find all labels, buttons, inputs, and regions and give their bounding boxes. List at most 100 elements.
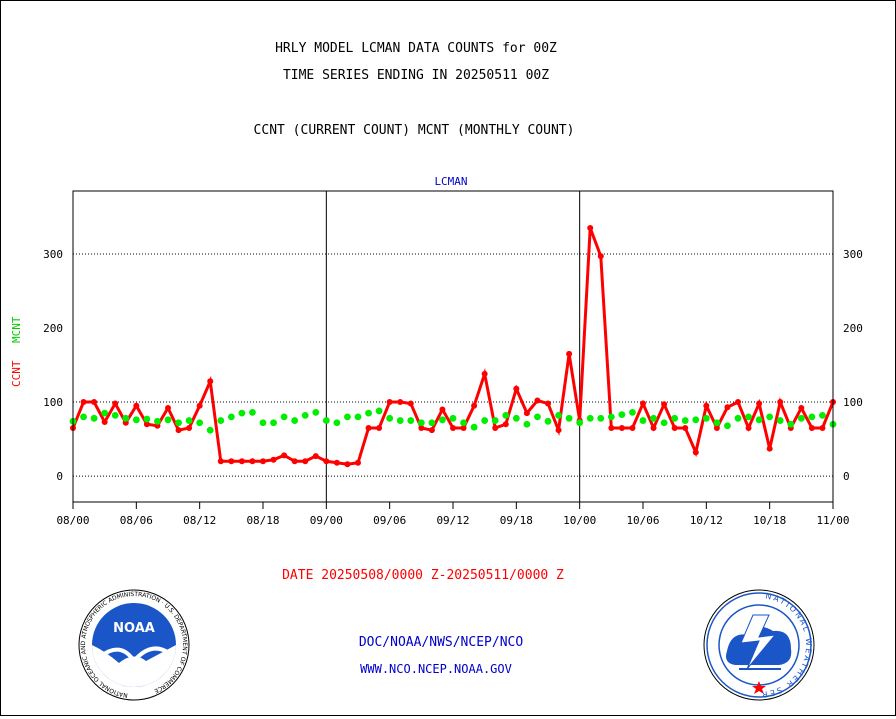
mcnt-point <box>111 411 119 419</box>
mcnt-point <box>259 419 267 427</box>
ccnt-point <box>492 424 499 431</box>
mcnt-point <box>565 414 573 422</box>
mcnt-point <box>460 419 467 427</box>
mcnt-point <box>512 414 520 422</box>
mcnt-point <box>819 411 826 419</box>
mcnt-point <box>196 419 204 427</box>
mcnt-point <box>312 409 320 416</box>
y-tick-label-right: 300 <box>843 248 863 261</box>
mcnt-point <box>344 413 351 421</box>
mcnt-point <box>365 409 372 417</box>
ccnt-point <box>523 410 530 417</box>
mcnt-point <box>555 411 562 419</box>
star-icon <box>752 681 766 694</box>
mcnt-point <box>502 411 510 419</box>
ccnt-point <box>333 459 340 466</box>
ccnt-point <box>692 449 699 456</box>
x-tick-label: 08/18 <box>246 514 279 527</box>
ccnt-point <box>175 427 182 434</box>
mcnt-point <box>122 414 130 422</box>
ccnt-point <box>238 458 245 465</box>
mcnt-series <box>69 407 837 434</box>
mcnt-point <box>607 413 615 421</box>
url-line: WWW.NCO.NCEP.NOAA.GOV <box>360 662 512 676</box>
ccnt-point <box>186 424 193 431</box>
ccnt-point <box>376 424 383 431</box>
mcnt-point <box>650 414 657 422</box>
mcnt-point <box>481 417 489 424</box>
x-tick-label: 11/00 <box>816 514 849 527</box>
mcnt-point <box>132 416 140 424</box>
date-range: DATE 20250508/0000 Z-20250511/0000 Z <box>282 568 564 583</box>
ccnt-point <box>608 424 615 431</box>
ccnt-point <box>196 402 203 409</box>
org-line: DOC/NOAA/NWS/NCEP/NCO <box>359 635 524 650</box>
ccnt-point <box>618 424 625 431</box>
mcnt-point <box>724 422 731 430</box>
x-tick-label: 09/06 <box>373 514 406 527</box>
mcnt-point <box>692 416 700 424</box>
mcnt-point <box>766 413 774 421</box>
mcnt-point <box>544 417 552 425</box>
mcnt-point <box>576 419 584 427</box>
mcnt-point <box>80 413 87 421</box>
ylabel-ccnt: CCNT <box>10 360 23 387</box>
mcnt-point <box>322 417 330 424</box>
mcnt-point <box>523 420 531 428</box>
ccnt-point <box>228 458 235 465</box>
ccnt-point <box>428 427 435 434</box>
ccnt-point <box>555 427 562 434</box>
x-tick-label: 09/12 <box>436 514 469 527</box>
mcnt-point <box>354 413 362 421</box>
x-tick-label: 10/18 <box>753 514 786 527</box>
mcnt-point <box>375 407 383 415</box>
ccnt-point <box>323 458 330 465</box>
ccnt-point <box>207 378 214 385</box>
mcnt-point <box>238 409 246 417</box>
mcnt-point <box>154 417 161 425</box>
y-tick-label-left: 0 <box>56 470 63 483</box>
mcnt-point <box>291 417 299 424</box>
y-tick-label-left: 300 <box>43 248 63 261</box>
ccnt-point <box>735 399 741 406</box>
ccnt-point <box>217 458 224 465</box>
mcnt-point <box>586 414 594 422</box>
mcnt-point <box>660 419 668 427</box>
x-tick-label: 08/06 <box>120 514 153 527</box>
ccnt-point <box>386 399 393 406</box>
mcnt-point <box>280 413 288 421</box>
mcnt-point <box>301 411 309 419</box>
mcnt-point <box>227 413 235 421</box>
mcnt-point <box>249 409 256 416</box>
ccnt-point <box>502 421 509 428</box>
axis-layer: 0 0 100 100 200 200 300 300 08/00 08/06 08/12 08/18… <box>43 190 863 527</box>
ccnt-point <box>745 424 752 431</box>
y-tick-label-right: 200 <box>843 322 863 335</box>
mcnt-point <box>534 413 541 421</box>
ccnt-point <box>703 402 710 409</box>
mcnt-point <box>702 414 710 422</box>
mcnt-point <box>449 414 457 422</box>
mcnt-point <box>143 415 151 423</box>
ccnt-point <box>471 402 478 409</box>
ccnt-point <box>545 400 551 407</box>
ylabel-mcnt: MCNT <box>10 316 23 343</box>
ccnt-point <box>481 370 488 377</box>
mcnt-point <box>797 414 805 422</box>
plot-title: LCMAN <box>434 175 467 188</box>
ccnt-point <box>407 400 414 407</box>
mcnt-point <box>101 409 109 417</box>
ccnt-point <box>291 458 298 465</box>
ccnt-point <box>724 404 731 411</box>
ccnt-point <box>650 424 657 431</box>
ccnt-point <box>587 225 594 232</box>
grid-layer <box>73 191 833 502</box>
mcnt-point <box>734 414 742 422</box>
mcnt-point <box>745 413 752 421</box>
title-line-1: HRLY MODEL LCMAN DATA COUNTS for 00Z <box>275 41 557 56</box>
ccnt-point <box>165 404 171 411</box>
title-line-2: TIME SERIES ENDING IN 20250511 00Z <box>283 68 549 83</box>
noaa-logo-text: NOAA <box>113 621 155 636</box>
mcnt-point <box>164 416 172 424</box>
ccnt-point <box>798 404 805 411</box>
